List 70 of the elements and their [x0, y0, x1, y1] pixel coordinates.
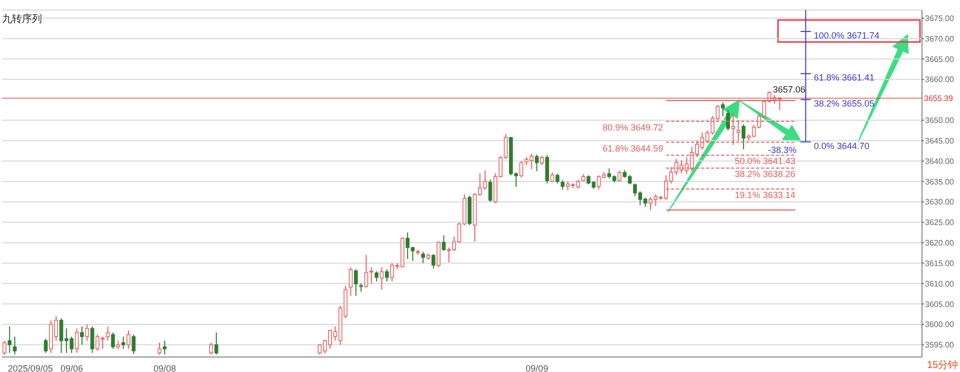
candlestick	[8, 326, 12, 354]
candlestick	[90, 326, 94, 354]
y-tick-label: 3640.00	[925, 156, 954, 166]
y-tick-label: 3600.00	[925, 320, 954, 330]
candlestick	[354, 268, 358, 296]
candlestick	[488, 178, 492, 202]
candlestick	[74, 328, 79, 354]
candlestick	[348, 266, 353, 296]
x-tick-label: 09/09	[526, 363, 548, 372]
candlestick	[534, 154, 539, 172]
candlestick	[44, 338, 48, 354]
y-tick-label: 3660.00	[925, 75, 954, 84]
candlestick	[720, 102, 725, 117]
y-tick-label: 3595.00	[925, 340, 954, 350]
candlestick	[550, 172, 554, 183]
ref-line-label: 80.9% 3649.72	[602, 122, 664, 132]
ref-line-label: 50.0% 3641.43	[734, 156, 796, 166]
candlestick	[2, 340, 6, 356]
candlestick	[214, 332, 218, 356]
candlestick	[421, 251, 425, 264]
candlestick	[556, 173, 560, 184]
y-tick-label: 3635.00	[925, 177, 954, 186]
ref-line-label: 0.0% 3644.70	[814, 140, 870, 151]
y-tick-label: 3645.00	[925, 136, 954, 146]
x-tick-label: 09/06	[60, 363, 84, 372]
y-tick-label: 3610.00	[925, 279, 954, 288]
y-tick-label: 3630.00	[925, 198, 954, 207]
y-tick-label: 3675.00	[925, 14, 954, 24]
ref-line-label: 38.2% 3638.26	[734, 169, 796, 180]
candlestick	[106, 326, 110, 342]
candlestick	[126, 330, 130, 350]
candlestick	[436, 240, 440, 268]
ref-line-label: 3655.39	[924, 94, 954, 104]
annotation: 九转序列	[2, 12, 42, 26]
candlestick	[442, 234, 446, 252]
candlestick	[80, 326, 84, 346]
annotation: -38.3%	[768, 145, 797, 155]
candlestick	[432, 254, 436, 269]
candlestick	[132, 334, 136, 355]
y-tick-label: 3665.00	[925, 54, 954, 64]
ref-line-label: 100.0% 3671.74	[814, 30, 880, 40]
candlestick	[545, 154, 550, 184]
candlestick	[742, 124, 746, 150]
text: 3657.06	[772, 84, 806, 94]
candlestick	[12, 336, 17, 356]
candlestick	[618, 170, 622, 182]
y-tick-label: 3670.00	[925, 34, 954, 44]
text: 15分钟	[927, 358, 958, 372]
x-tick-label: 09/08	[154, 363, 176, 372]
candlestick	[85, 324, 90, 342]
candlestick	[111, 332, 115, 350]
candlestick	[158, 342, 162, 356]
candlestick	[385, 268, 389, 282]
candlestick	[560, 180, 565, 190]
candlestick	[519, 160, 524, 178]
y-tick-label: 3650.00	[925, 116, 954, 126]
y-tick-label: 3605.00	[925, 300, 954, 309]
ref-line-label: 61.8% 3661.41	[814, 72, 874, 83]
candlestick	[209, 342, 214, 356]
candlestick	[540, 155, 544, 166]
candlestick	[380, 266, 384, 290]
y-tick-label: 3625.00	[925, 218, 954, 228]
candlestick	[726, 110, 730, 131]
candlestick	[374, 270, 378, 282]
y-tick-label: 3620.00	[925, 238, 954, 248]
x-tick-label: 2025/09/05	[8, 363, 53, 372]
y-tick-label: 3615.00	[925, 258, 954, 268]
ref-line-label: 19.1% 3633.14	[734, 190, 796, 200]
ref-line-label: 38.2% 3655.05	[814, 98, 874, 109]
ref-line-label: 61.8% 3644.59	[602, 143, 664, 154]
